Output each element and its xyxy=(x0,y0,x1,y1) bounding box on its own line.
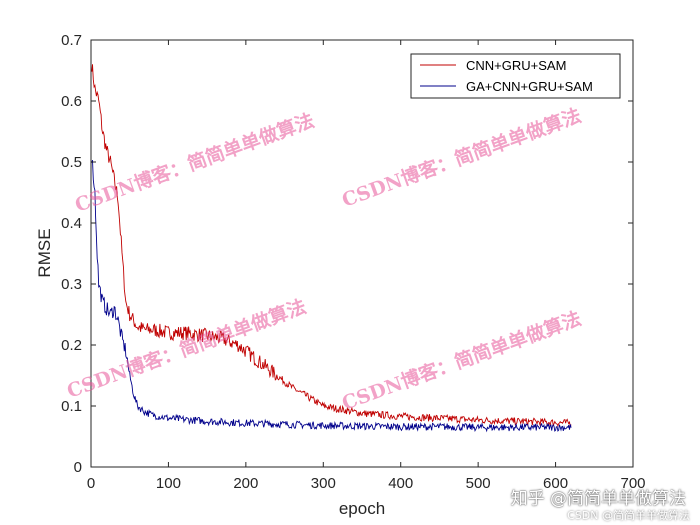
series-line-cnn-gru-sam xyxy=(91,64,572,428)
zhihu-watermark: 知乎 @简简单单做算法 xyxy=(510,489,686,509)
x-tick-label: 200 xyxy=(233,475,258,492)
x-tick-label: 500 xyxy=(466,475,491,492)
x-tick-label: 400 xyxy=(388,475,413,492)
y-tick-label: 0.3 xyxy=(61,276,82,293)
x-tick-label: 300 xyxy=(311,475,336,492)
legend-label-ga-cnn-gru-sam: GA+CNN+GRU+SAM xyxy=(466,79,593,94)
legend-box xyxy=(410,53,621,99)
x-tick-label: 100 xyxy=(156,475,181,492)
y-tick-label: 0.4 xyxy=(61,215,82,232)
ticks-layer: 0 100 200 300 400 500 600 700 0 0.1 0.2 0.3 0.4 0.5 0.… xyxy=(61,32,645,492)
y-tick-label: 0.7 xyxy=(61,32,82,49)
x-tick-label: 700 xyxy=(620,475,645,492)
csdn-watermark: CSDN @简简单单做算法 xyxy=(567,509,690,522)
x-tick-label: 0 xyxy=(87,475,95,492)
y-tick-label: 0.6 xyxy=(61,93,82,110)
y-tick-label: 0 xyxy=(74,459,82,476)
series-line-ga-cnn-gru-sam xyxy=(91,159,572,433)
y-tick-label: 0.5 xyxy=(61,154,82,171)
legend: CNN+GRU+SAM GA+CNN+GRU+SAM xyxy=(410,53,621,99)
y-tick-label: 0.2 xyxy=(61,337,82,354)
legend-label-cnn-gru-sam: CNN+GRU+SAM xyxy=(466,58,566,73)
plot-area xyxy=(90,39,634,468)
series-layer xyxy=(91,64,572,433)
x-tick-label: 600 xyxy=(543,475,568,492)
x-axis-label: epoch xyxy=(339,499,385,518)
y-tick-label: 0.1 xyxy=(61,398,82,415)
y-axis-label: RMSE xyxy=(35,228,54,277)
